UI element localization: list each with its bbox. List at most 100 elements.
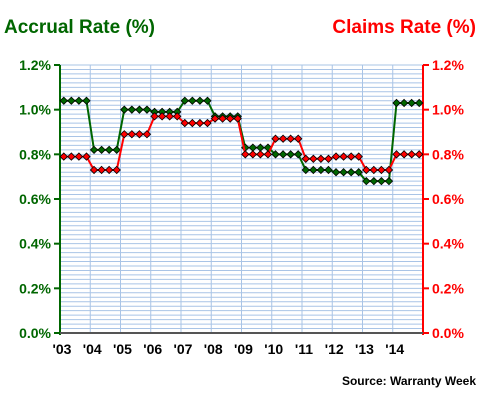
accrual-rate-point	[120, 105, 129, 114]
accrual-rate-point	[278, 150, 288, 159]
left-y-tick-label: 0.4%	[19, 236, 51, 252]
claims-rate-point	[331, 152, 341, 161]
claims-rate-point	[309, 154, 318, 163]
claims-rate-point	[354, 152, 363, 161]
accrual-rate-point	[112, 145, 121, 155]
right-axis-title: Claims Rate (%)	[332, 17, 476, 38]
accrual-rate-point	[135, 105, 144, 114]
right-y-tick-label: 0.0%	[432, 325, 464, 341]
right-y-tick-label: 0.6%	[432, 191, 464, 207]
claims-rate-point	[104, 165, 114, 175]
accrual-rate-point	[362, 176, 371, 186]
claims-rate-point	[135, 130, 144, 139]
accrual-rate-point	[301, 165, 310, 175]
x-tick-label: '05	[113, 341, 132, 357]
claims-rate-point	[301, 154, 310, 163]
claims-rate-point	[82, 152, 91, 161]
left-y-tick-label: 0.8%	[19, 146, 51, 162]
claims-rate-point	[407, 150, 416, 159]
accrual-rate-point	[89, 145, 99, 155]
accrual-rate-point	[309, 165, 318, 175]
accrual-rate-point	[331, 168, 341, 177]
left-y-tick-label: 0.6%	[19, 191, 51, 207]
claims-rate-point	[67, 152, 76, 161]
claims-rate-point	[188, 118, 197, 128]
claims-rate-point	[203, 118, 212, 128]
source-note: Source: Warranty Week	[342, 374, 476, 388]
x-tick-label: '14	[385, 341, 404, 357]
left-y-tick-label: 0.0%	[19, 325, 51, 341]
claims-rate-point	[218, 114, 227, 123]
claims-rate-point	[362, 165, 371, 175]
x-tick-label: '13	[355, 341, 374, 357]
claims-rate-point	[97, 165, 106, 175]
claims-rate-point	[74, 152, 84, 161]
accrual-rate-point	[180, 96, 189, 105]
grid	[60, 64, 423, 333]
x-tick-label: '06	[143, 341, 162, 357]
claims-rate-point	[377, 165, 386, 175]
x-tick-label: '10	[264, 341, 283, 357]
claims-rate-point	[248, 150, 258, 159]
claims-rate-point	[89, 165, 99, 175]
x-tick-label: '07	[174, 341, 193, 357]
accrual-rate-point	[82, 96, 91, 105]
x-tick-label: '09	[234, 341, 253, 357]
accrual-rate-point	[271, 150, 280, 159]
x-tick-label: '11	[295, 341, 313, 357]
left-axis-title: Accrual Rate (%)	[4, 17, 155, 38]
right-y-tick-label: 0.8%	[432, 146, 464, 162]
claims-rate-point	[324, 154, 333, 163]
claims-rate-point	[127, 130, 137, 139]
left-y-tick-label: 0.2%	[19, 280, 51, 296]
accrual-rate-point	[203, 96, 212, 105]
right-y-tick-label: 0.2%	[432, 280, 464, 296]
accrual-rate-point	[142, 105, 152, 114]
right-y-tick-label: 1.0%	[432, 102, 464, 118]
accrual-rate-point	[346, 168, 356, 177]
accrual-rate-point	[127, 105, 137, 114]
accrual-rate-point	[384, 176, 394, 186]
accrual-rate-point	[377, 176, 386, 186]
claims-rate-point	[157, 112, 167, 121]
claims-rate-point	[210, 114, 220, 123]
accrual-rate-point	[294, 150, 303, 159]
right-y-tick-label: 0.4%	[432, 236, 464, 252]
right-y-tick-label: 1.2%	[432, 57, 464, 73]
accrual-rate-point	[286, 150, 295, 159]
claims-rate-point	[165, 112, 174, 121]
accrual-rate-point	[188, 96, 197, 105]
claims-rate-point	[112, 165, 121, 175]
claims-rate-point	[233, 114, 242, 123]
claims-rate-point	[59, 152, 68, 161]
claims-rate-point	[339, 152, 348, 161]
claims-rate-point	[294, 134, 303, 143]
labels: 0.0% 0.0% 0.2% 0.2% 0.4% 0.4% 0.6% 0.6% 0.8% 0.8%…	[19, 57, 464, 357]
claims-rate-point	[120, 130, 129, 139]
left-y-tick-label: 1.2%	[19, 57, 51, 73]
claims-rate-point	[180, 118, 189, 128]
accrual-rate-point	[97, 145, 106, 155]
claims-rate-point	[256, 150, 265, 159]
claims-rate-point	[241, 150, 250, 159]
claims-rate-point	[142, 130, 152, 139]
accrual-rate-point	[324, 165, 333, 175]
accrual-rate-point	[195, 96, 205, 105]
accrual-rate-point	[354, 168, 363, 177]
accrual-rate-point	[392, 98, 401, 108]
claims-rate-point	[399, 150, 409, 159]
claims-rate-point	[415, 150, 424, 159]
accrual-rate-point	[339, 168, 348, 177]
claims-rate-point	[271, 134, 280, 143]
accrual-rate-point	[369, 176, 379, 186]
claims-rate-point	[346, 152, 356, 161]
claims-rate-point	[195, 118, 205, 128]
claims-rate-point	[392, 150, 401, 159]
x-tick-label: '08	[204, 341, 223, 357]
claims-rate-point	[278, 134, 288, 143]
claims-rate-point	[286, 134, 295, 143]
accrual-rate-point	[104, 145, 114, 155]
claims-rate-point	[384, 165, 394, 175]
